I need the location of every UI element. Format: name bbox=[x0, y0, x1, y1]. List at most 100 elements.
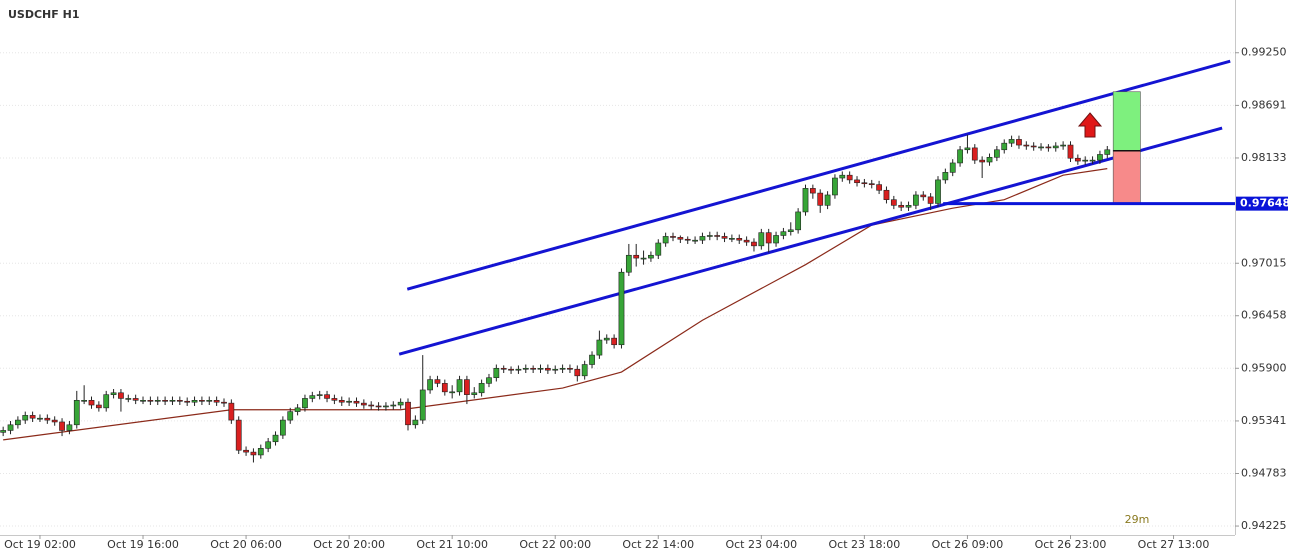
price-label-box bbox=[1236, 196, 1288, 211]
candle-body bbox=[29, 415, 36, 419]
candle-body bbox=[441, 383, 448, 393]
y-tick-label: 0.95900 bbox=[1241, 361, 1287, 374]
candle-body bbox=[780, 231, 787, 236]
candle-body bbox=[935, 179, 941, 204]
trend-line bbox=[398, 126, 1223, 356]
candle-body bbox=[861, 182, 868, 185]
candle-body bbox=[235, 419, 242, 451]
candle-body bbox=[898, 205, 905, 208]
candle-body bbox=[552, 368, 559, 371]
x-tick-label: Oct 23 18:00 bbox=[829, 538, 901, 551]
candle-body bbox=[890, 199, 897, 206]
x-tick-label: Oct 21 10:00 bbox=[416, 538, 488, 551]
candle-body bbox=[154, 400, 161, 402]
candle-body bbox=[795, 211, 802, 231]
moving-average bbox=[3, 168, 1108, 441]
candle-body bbox=[1023, 144, 1030, 147]
candle-body bbox=[257, 448, 264, 456]
candle-body bbox=[324, 394, 330, 399]
candle-body bbox=[699, 236, 706, 241]
x-tick-label: Oct 22 00:00 bbox=[519, 538, 591, 551]
candle-body bbox=[500, 367, 507, 370]
y-tick-label: 0.99250 bbox=[1241, 46, 1287, 59]
candle-body bbox=[883, 189, 890, 200]
candle-body bbox=[1067, 144, 1074, 159]
candle-body bbox=[1030, 145, 1037, 148]
x-tick-label: Oct 20 06:00 bbox=[210, 538, 282, 551]
candle-body bbox=[692, 239, 698, 242]
candle-body bbox=[868, 183, 875, 185]
candle-body bbox=[449, 391, 456, 394]
x-tick-label: Oct 26 23:00 bbox=[1035, 538, 1107, 551]
candle-body bbox=[817, 192, 824, 206]
y-tick-label: 0.94225 bbox=[1241, 519, 1287, 532]
candle-body bbox=[272, 434, 279, 443]
x-tick-label: Oct 20 20:00 bbox=[313, 538, 385, 551]
stop-loss-zone bbox=[1112, 150, 1141, 204]
x-tick-label: Oct 19 02:00 bbox=[4, 538, 76, 551]
y-tick-label: 0.98691 bbox=[1241, 98, 1287, 111]
candle-body bbox=[773, 235, 779, 244]
candle-body bbox=[567, 367, 573, 370]
candle-body bbox=[419, 389, 426, 421]
x-tick-label: Oct 27 13:00 bbox=[1138, 538, 1210, 551]
candle-body bbox=[603, 337, 610, 341]
candle-body bbox=[979, 159, 986, 163]
candle-body bbox=[640, 257, 647, 260]
candle-body bbox=[574, 368, 581, 377]
candle-body bbox=[427, 379, 433, 391]
candle-body bbox=[0, 430, 7, 433]
candle-body bbox=[625, 254, 632, 273]
candle-body bbox=[684, 238, 691, 241]
chart-title: USDCHF H1 bbox=[8, 8, 79, 21]
candle-body bbox=[316, 394, 323, 396]
candle-body bbox=[721, 236, 728, 239]
candle-body bbox=[221, 401, 227, 404]
candle-body bbox=[751, 241, 757, 247]
candle-body bbox=[596, 339, 603, 356]
candle-body bbox=[464, 379, 470, 395]
candle-body bbox=[662, 236, 669, 244]
candle-body bbox=[162, 400, 168, 402]
candle-body bbox=[125, 398, 132, 400]
candle-body bbox=[618, 271, 625, 346]
y-tick-label: 0.95341 bbox=[1241, 414, 1287, 427]
candle-body bbox=[611, 337, 617, 346]
candle-body bbox=[22, 415, 29, 421]
candle-body bbox=[118, 392, 124, 399]
candle-body bbox=[522, 367, 529, 370]
candle-body bbox=[176, 400, 183, 402]
candle-body bbox=[957, 149, 963, 164]
candle-body bbox=[346, 400, 353, 403]
candle-body bbox=[486, 377, 492, 384]
candle-body bbox=[368, 404, 375, 407]
candle-body bbox=[110, 392, 117, 395]
countdown: 29m bbox=[1125, 513, 1150, 526]
candle-body bbox=[1097, 154, 1103, 161]
candle-body bbox=[515, 368, 522, 371]
x-tick-label: Oct 22 14:00 bbox=[622, 538, 694, 551]
candle-body bbox=[243, 449, 249, 453]
candle-body bbox=[913, 194, 919, 206]
candle-body bbox=[88, 400, 95, 406]
candle-body bbox=[228, 402, 235, 421]
candle-body bbox=[456, 379, 463, 393]
candle-body bbox=[412, 419, 419, 426]
candle-body bbox=[1001, 142, 1008, 151]
y-tick-label: 0.96458 bbox=[1241, 309, 1287, 322]
candle-body bbox=[250, 451, 257, 456]
candle-body bbox=[633, 254, 640, 259]
candle-body bbox=[530, 367, 537, 370]
y-tick-label: 0.94783 bbox=[1241, 466, 1287, 479]
candle-body bbox=[736, 238, 743, 241]
candle-body bbox=[95, 404, 102, 409]
candle-body bbox=[66, 424, 73, 431]
candle-body bbox=[1038, 146, 1044, 149]
candle-body bbox=[191, 400, 198, 403]
candle-body bbox=[854, 179, 860, 184]
candle-body bbox=[802, 188, 809, 213]
candle-body bbox=[876, 184, 882, 191]
candle-body bbox=[758, 232, 765, 247]
y-tick-label: 0.98133 bbox=[1241, 151, 1287, 164]
